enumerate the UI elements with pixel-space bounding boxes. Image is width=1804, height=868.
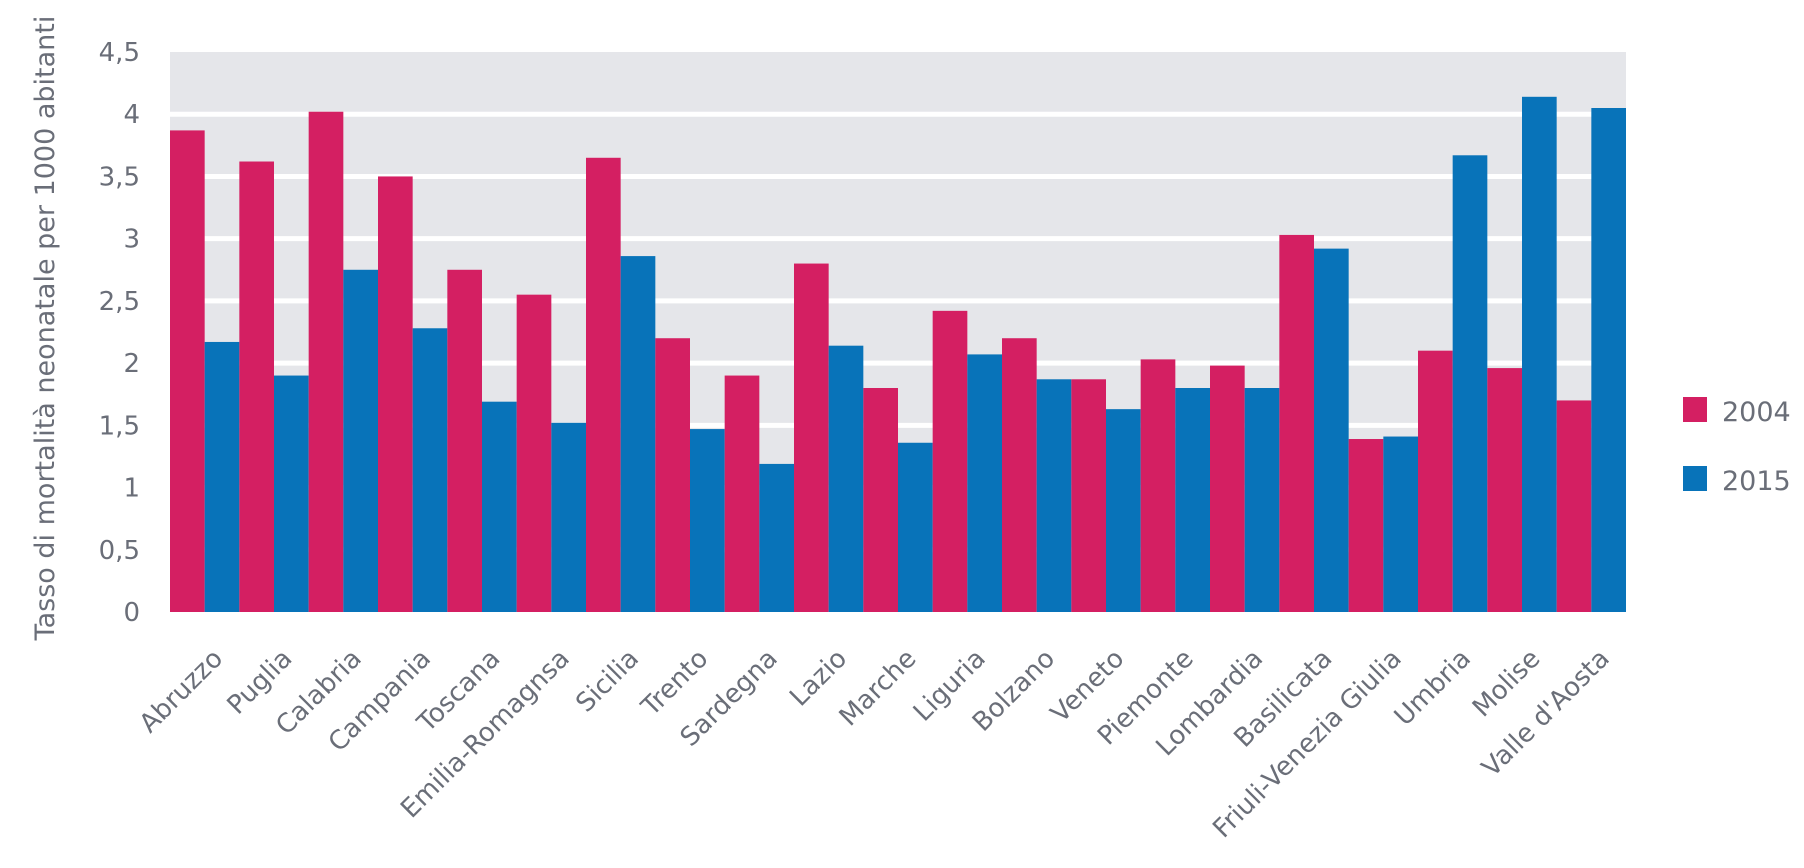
bar-2015 [1383,436,1418,612]
bar-2015 [1175,388,1210,612]
bar-2015 [1244,388,1280,612]
bar-2004 [1140,359,1176,612]
bar-2015 [551,422,586,612]
bar-2015 [204,341,240,612]
y-tick-label: 1 [123,474,140,504]
x-tick-label: Marche [834,644,923,733]
x-tick-label: Sicilia [570,644,645,719]
y-tick-label: 0 [123,598,140,628]
y-tick-label: 3,5 [99,162,140,192]
bar-2004 [516,294,552,612]
bar-2015 [1314,248,1349,612]
y-axis-ticks: 0 0,5 1 1,5 2 2,5 3 3,5 4 4,5 [99,38,140,628]
legend: 2004 2015 [1683,397,1791,497]
bar-2004 [170,130,205,612]
bar-2004 [1348,439,1384,612]
bars [170,96,1626,613]
bar-2004 [794,263,829,612]
bar-2004 [586,157,621,612]
legend-swatch-2015 [1683,466,1707,491]
bar-2004 [378,176,413,612]
y-tick-label: 4 [123,100,140,130]
bar-2004 [1418,350,1453,612]
bar-2004 [1210,365,1245,612]
y-tick-label: 0,5 [99,536,140,566]
x-tick-label: Umbria [1389,644,1477,732]
bar-2004 [1487,368,1522,612]
bar-2004 [1071,379,1106,612]
legend-label-2015: 2015 [1722,466,1791,497]
bar-2015 [1036,379,1072,612]
bar-2004 [932,310,968,612]
x-tick-label: Abruzzo [134,644,229,739]
y-axis-label: Tasso di mortalità neonatale per 1000 ab… [30,16,61,642]
bar-2015 [412,328,448,612]
y-tick-label: 4,5 [99,38,140,68]
bar-2004 [1279,234,1314,612]
legend-label-2004: 2004 [1722,397,1791,428]
bar-2015 [620,256,656,612]
bar-2004 [1002,338,1037,612]
bar-2004 [447,269,482,612]
bar-2015 [274,375,309,612]
y-tick-label: 2,5 [99,287,140,317]
y-tick-label: 3 [123,225,140,255]
bar-2015 [482,401,517,612]
bar-2015 [1106,409,1141,612]
bar-2015 [343,269,378,612]
bar-2004 [655,338,690,612]
bar-2004 [724,375,760,612]
bar-2015 [1452,155,1488,613]
y-tick-label: 1,5 [99,411,140,441]
bar-2015 [1591,108,1626,612]
bar-2004 [1556,400,1592,612]
bar-2004 [239,161,274,612]
bar-2004 [863,388,898,612]
bar-2015 [967,354,1002,612]
bar-2004 [308,111,344,612]
x-axis-categories: AbruzzoPugliaCalabriaCampaniaToscanaEmil… [134,644,1616,844]
legend-swatch-2004 [1683,397,1707,422]
bar-2015 [828,345,864,612]
bar-2015 [759,463,794,612]
y-tick-label: 2 [123,349,140,379]
bar-2015 [1522,96,1557,613]
bar-2015 [898,442,933,612]
bar-2015 [690,429,725,612]
